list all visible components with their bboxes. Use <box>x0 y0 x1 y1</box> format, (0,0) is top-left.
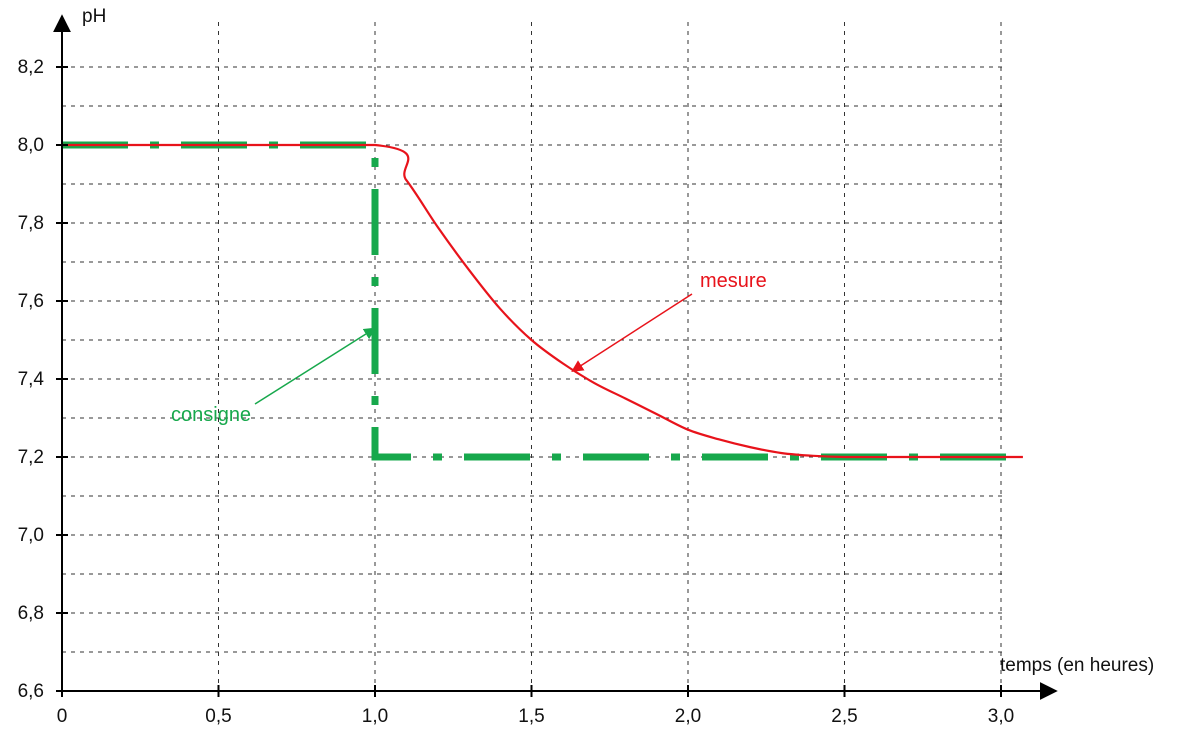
grid <box>62 22 1003 691</box>
y-tick-label: 6,8 <box>18 603 44 624</box>
x-tick-label: 0,5 <box>205 706 231 727</box>
y-tick-label: 7,0 <box>18 525 44 546</box>
y-tick-label: 7,6 <box>18 291 44 312</box>
y-tick-label: 6,6 <box>18 681 44 702</box>
axes <box>53 14 1058 700</box>
y-tick-label: 8,2 <box>18 57 44 78</box>
annotation-label-consigne: consigne <box>171 404 251 426</box>
tick-labels: 6,6 6,8 7,0 7,2 7,4 7,6 7,8 8,0 8,2 0 0,5 1,0 1,5 2,0… <box>18 57 1015 727</box>
y-axis-title: pH <box>82 6 106 27</box>
annotation-arrow-mesure <box>571 293 693 372</box>
series-group <box>62 141 1023 461</box>
y-tick-label: 7,2 <box>18 447 44 468</box>
x-tick-label: 1,0 <box>362 706 388 727</box>
y-tick-label: 7,4 <box>18 369 45 390</box>
y-tick-label: 8,0 <box>18 135 44 156</box>
x-tick-label: 1,5 <box>518 706 544 727</box>
x-axis-title: temps (en heures) <box>1000 655 1154 676</box>
annotation-label-mesure: mesure <box>700 270 767 292</box>
x-tick-label: 0 <box>57 706 68 727</box>
x-tick-label: 2,5 <box>831 706 857 727</box>
annotation-arrow-consigne <box>254 327 377 405</box>
series-mesure <box>62 143 1023 459</box>
x-tick-label: 2,0 <box>675 706 701 727</box>
x-tick-label: 3,0 <box>988 706 1014 727</box>
y-tick-label: 7,8 <box>18 213 44 234</box>
annotations: mesure consigne <box>171 270 767 426</box>
